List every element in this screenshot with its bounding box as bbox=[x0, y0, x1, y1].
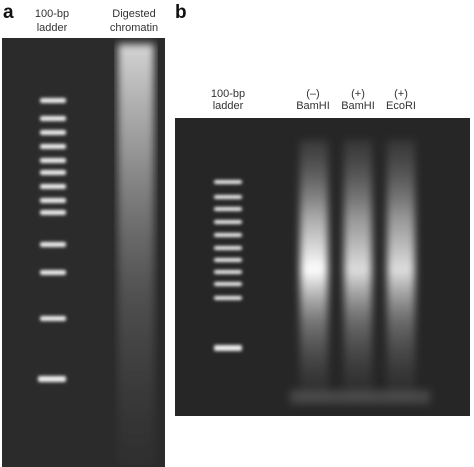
lane-label: ladder bbox=[37, 22, 68, 34]
panel-label: a bbox=[3, 2, 14, 23]
ladder-bands bbox=[38, 98, 66, 382]
lane-label: (–) bbox=[306, 88, 319, 100]
lane-label: EcoRI bbox=[386, 100, 416, 112]
smear bbox=[118, 44, 154, 464]
lane-label: Digested bbox=[112, 8, 155, 20]
lane-label: ladder bbox=[213, 100, 244, 112]
lane-label: BamHI bbox=[341, 100, 375, 112]
panel-label: b bbox=[175, 2, 187, 23]
lane-label: 100-bp bbox=[211, 88, 245, 100]
lane-label: 100-bp bbox=[35, 8, 69, 20]
lane-label: chromatin bbox=[110, 22, 158, 34]
lane-label: (+) bbox=[394, 88, 408, 100]
lane-label: BamHI bbox=[296, 100, 330, 112]
ladder-bands bbox=[214, 180, 242, 351]
lane-label: (+) bbox=[351, 88, 365, 100]
smears bbox=[290, 140, 430, 404]
